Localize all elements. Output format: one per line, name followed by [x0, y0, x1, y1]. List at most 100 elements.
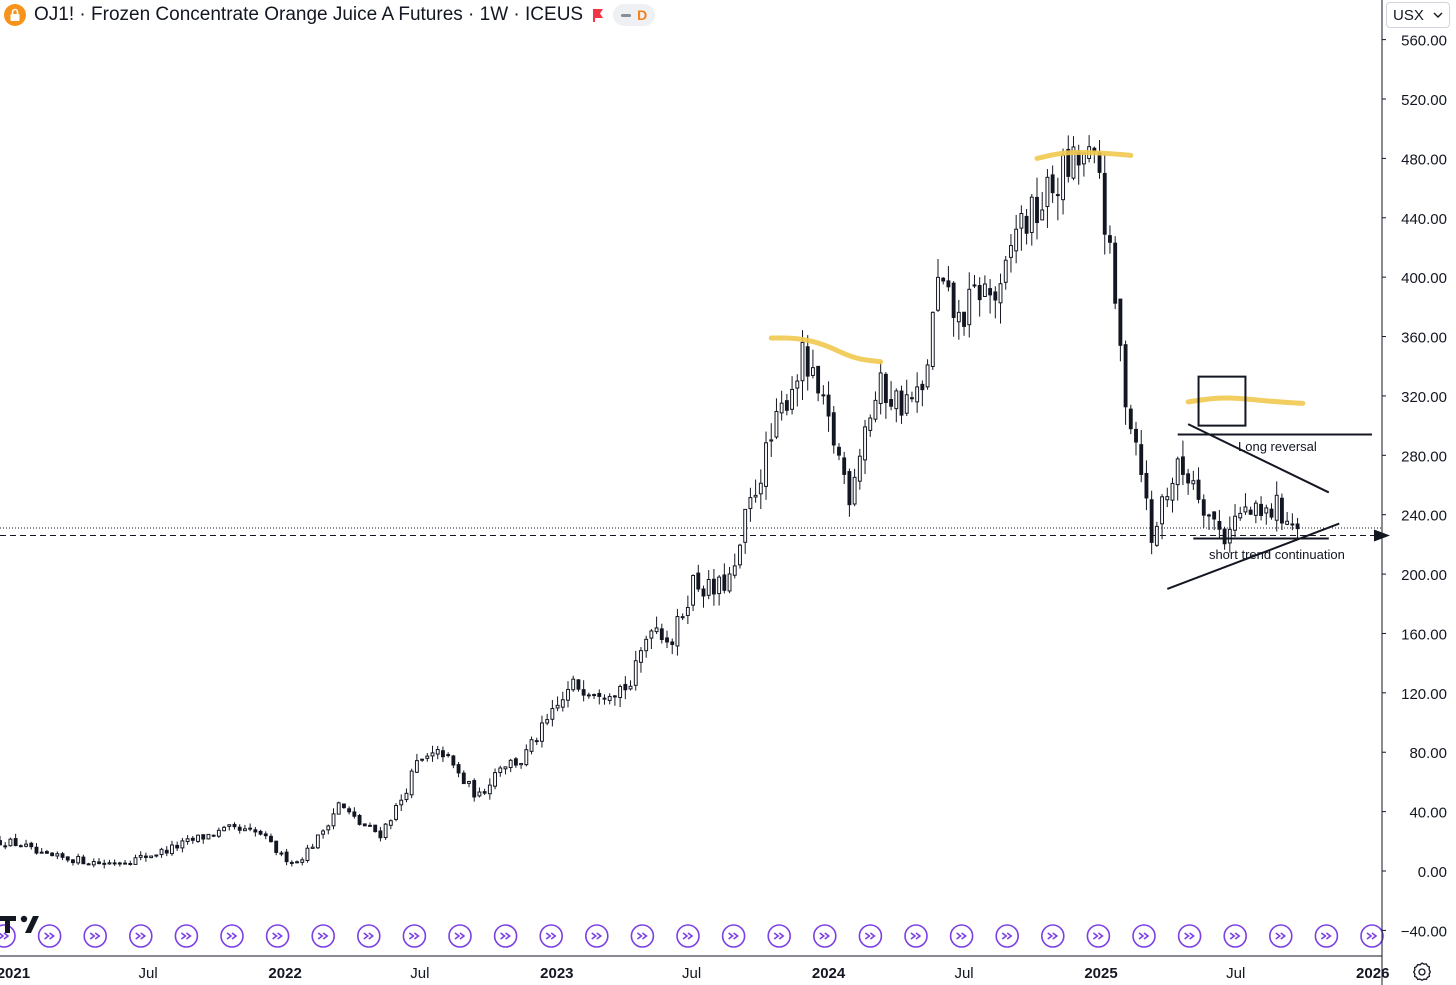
- event-marker-icon[interactable]: [311, 924, 336, 948]
- candle: [878, 362, 883, 415]
- candle-body-up: [743, 508, 748, 543]
- event-marker-icon[interactable]: [1360, 924, 1384, 948]
- event-marker-icon[interactable]: [37, 924, 62, 948]
- highlight-stroke[interactable]: [1034, 149, 1134, 161]
- candle: [936, 258, 940, 312]
- event-marker-icon[interactable]: [858, 924, 883, 948]
- highlight-stroke[interactable]: [768, 335, 884, 365]
- drawing-annotations[interactable]: Long reversal short trend continuation: [768, 149, 1372, 590]
- candle-body-up: [196, 834, 200, 842]
- event-marker-icon[interactable]: [584, 924, 609, 948]
- currency-selector[interactable]: USX: [1386, 2, 1450, 28]
- candle: [1201, 494, 1206, 528]
- candle: [1196, 467, 1201, 504]
- candle-body-up: [982, 283, 987, 298]
- candle-body-down: [883, 373, 888, 404]
- gear-icon[interactable]: [1410, 960, 1434, 984]
- highlight-box[interactable]: [1197, 375, 1247, 427]
- candle: [1014, 214, 1019, 264]
- event-markers-row[interactable]: [0, 924, 1384, 948]
- trend-line[interactable]: [1166, 522, 1340, 590]
- candle: [102, 859, 107, 869]
- candle-body-up: [680, 616, 685, 619]
- candle: [972, 275, 977, 289]
- event-marker-icon[interactable]: [539, 924, 564, 948]
- event-marker-icon[interactable]: [1177, 924, 1202, 948]
- candle: [779, 390, 784, 421]
- candle: [50, 852, 55, 857]
- session-badge-label: D: [637, 7, 648, 23]
- candle-body-up: [654, 627, 659, 633]
- lock-icon[interactable]: [4, 4, 26, 26]
- event-marker-icon[interactable]: [949, 924, 974, 948]
- event-marker-icon[interactable]: [1223, 924, 1247, 948]
- candle-body-down: [357, 814, 362, 825]
- candle-body-up: [242, 828, 247, 832]
- candle-body-down: [97, 861, 101, 865]
- time-axis-label: 2023: [540, 965, 573, 982]
- event-marker-icon[interactable]: [812, 924, 837, 948]
- candle: [946, 265, 951, 292]
- event-marker-icon[interactable]: [220, 924, 244, 948]
- candle: [790, 376, 795, 415]
- event-marker-icon[interactable]: [1269, 924, 1293, 948]
- event-marker-icon[interactable]: [630, 924, 655, 948]
- event-marker-icon[interactable]: [174, 924, 199, 948]
- candle: [993, 286, 998, 319]
- event-marker-icon[interactable]: [0, 924, 16, 948]
- candle-body-down: [993, 291, 998, 301]
- candle-body-up: [414, 760, 419, 773]
- candle: [930, 311, 935, 370]
- candle-body-down: [269, 835, 273, 843]
- event-marker-icon[interactable]: [676, 924, 700, 948]
- candle: [1061, 148, 1065, 215]
- candle-body-up: [795, 380, 800, 389]
- event-marker-icon[interactable]: [1041, 924, 1065, 948]
- candle-body-down: [1248, 509, 1253, 515]
- candle: [1009, 234, 1013, 273]
- event-marker-icon[interactable]: [493, 924, 518, 948]
- candle: [1154, 521, 1159, 547]
- candle-body-down: [50, 852, 55, 857]
- tradingview-logo-icon[interactable]: [0, 912, 50, 936]
- event-marker-icon[interactable]: [1132, 924, 1156, 948]
- candle: [227, 824, 232, 831]
- candle-body-up: [691, 575, 696, 606]
- time-axis[interactable]: 2021 Jul 2022 Jul 2023 Jul 2024 Jul 2025 Jul 2026: [0, 955, 1389, 982]
- price-axis[interactable]: −40.00 0.00 40.00 80.00 120.00 160.00 200.00 24…: [1381, 0, 1447, 985]
- event-marker-icon[interactable]: [721, 924, 746, 948]
- symbol-title[interactable]: OJ1! · Frozen Concentrate Orange Juice A…: [34, 4, 584, 25]
- candle: [1191, 470, 1196, 490]
- candle: [71, 859, 75, 866]
- event-marker-icon[interactable]: [995, 924, 1020, 948]
- session-status-badge[interactable]: D: [613, 4, 656, 26]
- annotation-label[interactable]: Long reversal: [1238, 439, 1317, 454]
- candle: [154, 854, 159, 858]
- candle-body-down: [451, 755, 456, 766]
- event-marker-icon[interactable]: [265, 924, 290, 948]
- event-marker-icon[interactable]: [356, 924, 381, 948]
- candle: [623, 676, 628, 700]
- candle: [612, 695, 617, 706]
- candle-body-up: [55, 853, 60, 857]
- candle-body-up: [435, 749, 440, 755]
- event-marker-icon[interactable]: [448, 924, 472, 948]
- event-marker-icon[interactable]: [129, 924, 153, 948]
- candle-body-down: [34, 846, 39, 854]
- annotation-label[interactable]: short trend continuation: [1209, 547, 1345, 562]
- price-levels: [0, 527, 1390, 542]
- candle-body-up: [540, 722, 544, 742]
- event-marker-icon[interactable]: [1314, 924, 1339, 948]
- event-marker-icon[interactable]: [767, 924, 792, 948]
- event-marker-icon[interactable]: [402, 924, 427, 948]
- flag-icon[interactable]: [591, 8, 605, 22]
- event-marker-icon[interactable]: [1086, 924, 1111, 948]
- candle: [513, 757, 518, 768]
- candle: [1259, 496, 1264, 521]
- candle-body-up: [764, 442, 768, 487]
- event-marker-icon[interactable]: [904, 924, 928, 948]
- candle: [675, 608, 680, 656]
- event-marker-icon[interactable]: [83, 924, 107, 948]
- price-axis-label: 120.00: [1401, 686, 1447, 703]
